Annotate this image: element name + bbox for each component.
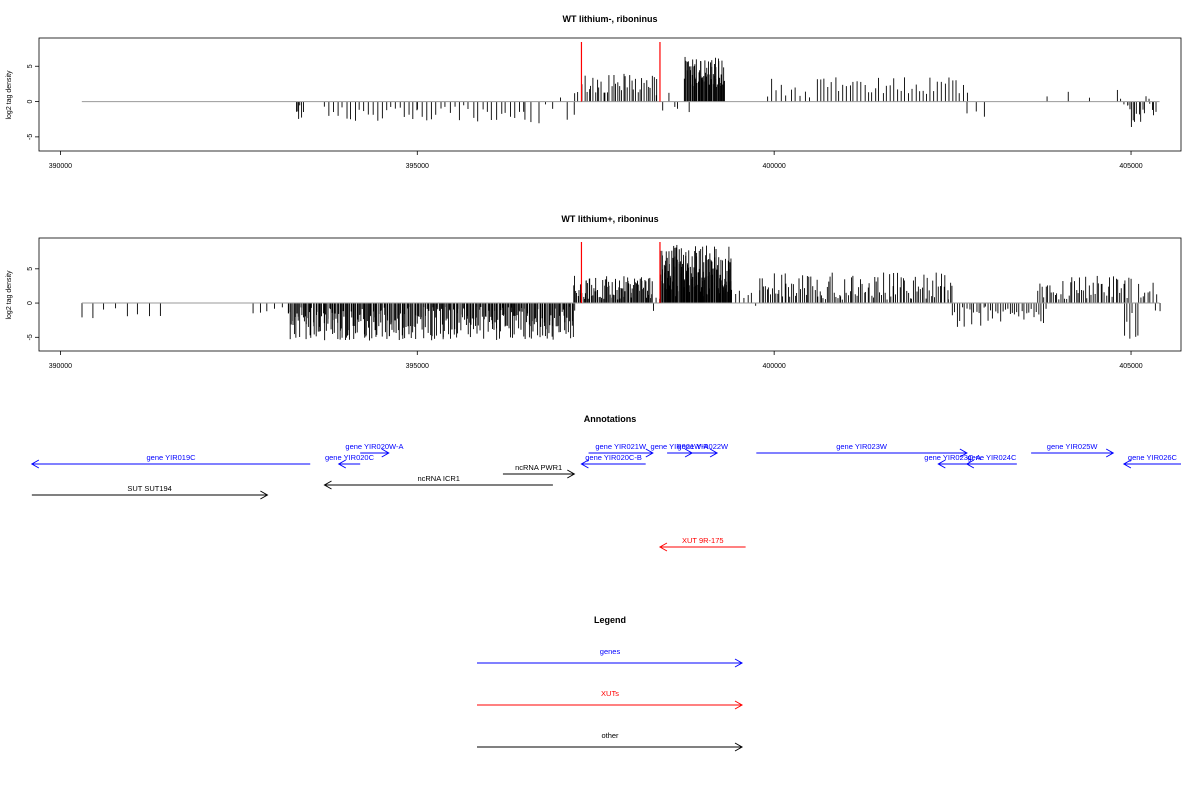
arrow-head [381,448,390,458]
feature-label: XUT 9R-175 [682,536,724,545]
arrow-head [709,448,719,458]
plot-frame [38,37,1182,152]
arrow-head [734,742,744,752]
feature-arrow [30,459,311,469]
feature-label: gene YIR020C-B [585,453,642,462]
plot-frame [38,237,1182,352]
y-axis-label: log2 tag density [6,270,13,320]
arrow-head [567,469,576,479]
arrow-head [580,459,589,469]
feature-arrow [502,469,576,479]
feature-arrow [337,459,361,469]
feature-label: gene YIR026C [1128,453,1178,462]
feature-arrow [588,448,654,458]
x-tick-label: 395000 [406,363,429,370]
feature-arrow [580,459,646,469]
y-tick-label: 0 [27,301,34,305]
y-tick-label: -5 [27,334,34,340]
annotations-track: Annotations gene YIR019C gene YIR020W-A ge… [30,414,1181,552]
feature-arrow [756,448,968,458]
feature-arrow [1122,459,1181,469]
annotations-title: Annotations [584,414,637,424]
feature-label: gene YIR021W-A [651,442,709,451]
y-tick-label: 0 [27,100,34,104]
feature-arrow [360,448,390,458]
arrow-head [734,700,744,710]
x-tick-label: 405000 [1119,363,1142,370]
feature-label: gene YIR020C [325,453,375,462]
arrow-head [260,490,269,500]
arrow-head [645,448,654,458]
arrow-head [734,658,744,668]
feature-label: gene YIR021W [595,442,647,451]
feature-label: gene YIR023C-A [924,453,981,462]
x-tick-label: 390000 [49,163,72,170]
arrow-head [965,459,975,469]
legend-arrow [477,700,744,710]
feature-label: gene YIR023W [836,442,888,451]
panel-title: WT lithium-, riboninus [563,14,658,24]
feature-label: ncRNA PWR1 [515,463,562,472]
feature-arrow [965,459,1017,469]
feature-label: gene YIR020W-A [345,442,403,451]
legend: Legend genes XUTs other [477,615,744,752]
legend-label: genes [600,647,621,656]
feature-label: gene YIR019C [147,453,197,462]
feature-arrow [323,480,553,490]
legend-label: XUTs [601,689,619,698]
signal-bars [296,56,1157,127]
y-axis-label: log2 tag density [6,70,13,120]
x-tick-label: 400000 [762,363,785,370]
arrow-head [323,480,332,490]
arrow-head [937,459,946,469]
y-tick-label: 5 [27,64,34,68]
feature-arrow [658,542,746,552]
arrow-head [1122,459,1132,469]
x-tick-label: 395000 [406,163,429,170]
feature-label: SUT SUT194 [127,484,171,493]
panel-lithium-plus: WT lithium+, riboninus log2 tag density … [6,214,1182,370]
x-tick-label: 400000 [762,163,785,170]
feature-label: gene YIR024C [967,453,1017,462]
arrow-head [658,542,668,552]
legend-label: other [601,731,619,740]
feature-label: gene YIR025W [1047,442,1099,451]
feature-arrow [937,459,967,469]
y-tick-label: -5 [27,134,34,140]
legend-arrow [477,742,744,752]
panel-lithium-minus: WT lithium-, riboninus log2 tag density … [6,14,1182,170]
feature-label: ncRNA ICR1 [417,474,460,483]
panel-title: WT lithium+, riboninus [561,214,658,224]
arrow-head [1105,448,1115,458]
legend-arrow [477,658,744,668]
x-tick-label: 390000 [49,363,72,370]
x-tick-label: 405000 [1119,163,1142,170]
arrow-head [959,448,968,458]
legend-title: Legend [594,615,626,625]
y-tick-label: 5 [27,267,34,271]
arrow-head [337,459,347,469]
arrow-head [30,459,40,469]
feature-arrow [31,490,269,500]
signal-bars [81,244,1161,341]
feature-arrow [688,448,719,458]
feature-label: gene YIR022W [677,442,729,451]
feature-arrow [1031,448,1115,458]
